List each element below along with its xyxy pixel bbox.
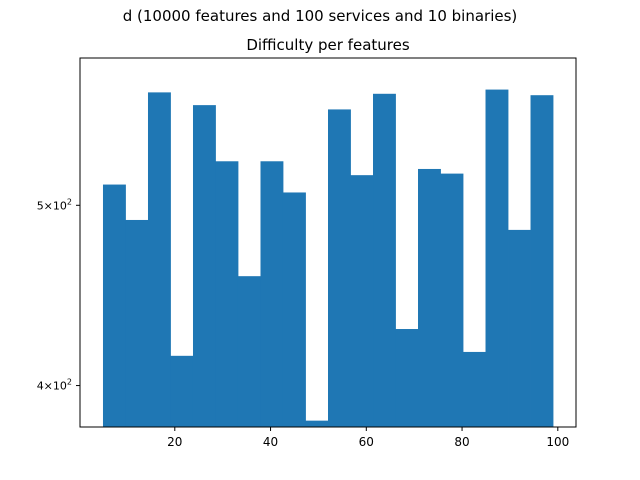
plot-frame xyxy=(79,57,577,428)
histogram-bar xyxy=(147,92,171,427)
x-tick-label: 100 xyxy=(546,435,569,449)
histogram-bar xyxy=(215,161,239,428)
histogram-bar xyxy=(508,229,531,427)
y-tick-label: 5×102 xyxy=(37,197,72,212)
x-axis: 20 40 60 80 100 xyxy=(167,427,569,449)
histogram-bar xyxy=(373,93,396,428)
figure-suptitle: d (10000 features and 100 services and 1… xyxy=(122,7,518,25)
histogram-bar xyxy=(102,184,126,427)
histogram-bar xyxy=(328,109,351,428)
y-axis: 4×102 5×102 xyxy=(37,197,80,393)
chart-title: Difficulty per features xyxy=(246,36,410,54)
y-tick-label: 4×102 xyxy=(37,378,72,393)
histogram-bar xyxy=(440,173,464,427)
histogram-bar xyxy=(125,219,149,427)
histogram-bar xyxy=(260,161,284,428)
x-tick-label: 80 xyxy=(454,435,469,449)
histogram-bar xyxy=(350,175,374,427)
x-tick-label: 40 xyxy=(263,435,278,449)
histogram-bar xyxy=(170,355,194,427)
histogram-bar xyxy=(305,420,329,427)
histogram-bar xyxy=(418,168,441,428)
histogram-bar xyxy=(485,89,509,428)
histogram-bar xyxy=(395,329,419,427)
histogram-bar xyxy=(192,105,216,427)
histogram-bar xyxy=(282,192,306,427)
histogram-bar xyxy=(237,276,261,427)
x-tick-label: 60 xyxy=(359,435,374,449)
x-tick-label: 20 xyxy=(167,435,182,449)
histogram-bar xyxy=(530,95,554,427)
histogram-bar xyxy=(463,351,486,427)
bars-group xyxy=(102,89,554,428)
